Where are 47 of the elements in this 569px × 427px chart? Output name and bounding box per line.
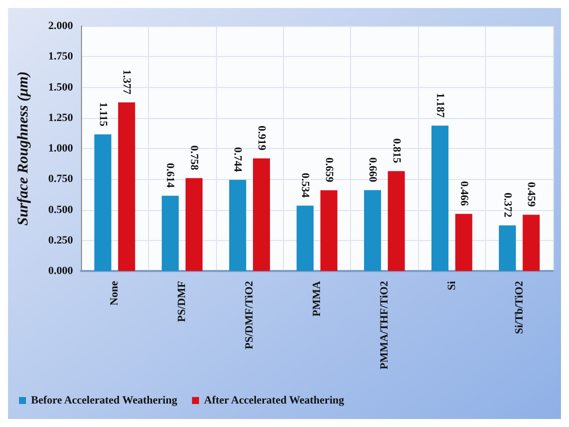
data-label: 1.115 (96, 102, 109, 127)
x-tick-label: None (108, 280, 121, 306)
bar (118, 102, 136, 271)
bar (364, 190, 382, 271)
data-label: 0.815 (390, 138, 402, 164)
bar (94, 134, 112, 271)
x-tick-label: PMMA (311, 280, 323, 316)
y-tick-label: 1.500 (48, 81, 74, 94)
bar (162, 196, 179, 271)
bar (186, 178, 203, 271)
data-label: 1.377 (120, 70, 133, 95)
bar (252, 158, 270, 271)
data-label: 0.459 (525, 182, 538, 208)
data-label: 0.614 (164, 163, 176, 188)
data-label: 0.534 (299, 172, 312, 198)
data-label: 0.744 (232, 147, 244, 172)
data-label: 0.660 (366, 157, 379, 183)
legend-label: Before Accelerated Weathering (31, 394, 178, 406)
y-tick-label: 0.000 (48, 265, 74, 277)
y-tick-label: 0.500 (48, 204, 74, 216)
bar (431, 126, 448, 271)
y-tick-label: 2.000 (48, 20, 74, 32)
bar (522, 214, 540, 271)
y-tick-label: 1.000 (48, 142, 74, 154)
x-tick-label: PS/DMF (176, 280, 188, 322)
x-tick-label: PS/DMF/TiO2 (244, 280, 256, 350)
x-tick-label: Si (446, 281, 458, 290)
y-axis-title: Surface Roughness (μm) (16, 71, 32, 226)
legend-label: After Accelerated Weathering (204, 394, 345, 406)
y-tick-label: 0.250 (48, 234, 74, 246)
bar (229, 180, 246, 271)
bar (320, 190, 338, 271)
bar (498, 225, 516, 271)
y-tick-label: 1.750 (48, 50, 74, 63)
data-label: 1.187 (434, 92, 446, 118)
y-tick-label: 1.250 (48, 112, 74, 124)
bar (388, 171, 405, 271)
bar (296, 206, 314, 271)
data-label: 0.372 (501, 192, 514, 218)
x-tick-label: Si/Tb/TiO2 (513, 280, 526, 334)
data-label: 0.659 (322, 158, 335, 183)
x-tick-label: PMMA/THF/TiO2 (378, 280, 390, 370)
y-tick-label: 0.750 (48, 173, 74, 186)
data-label: 0.758 (188, 145, 200, 171)
data-label: 0.919 (255, 126, 268, 151)
data-label: 0.466 (458, 181, 470, 206)
bar (455, 214, 472, 271)
